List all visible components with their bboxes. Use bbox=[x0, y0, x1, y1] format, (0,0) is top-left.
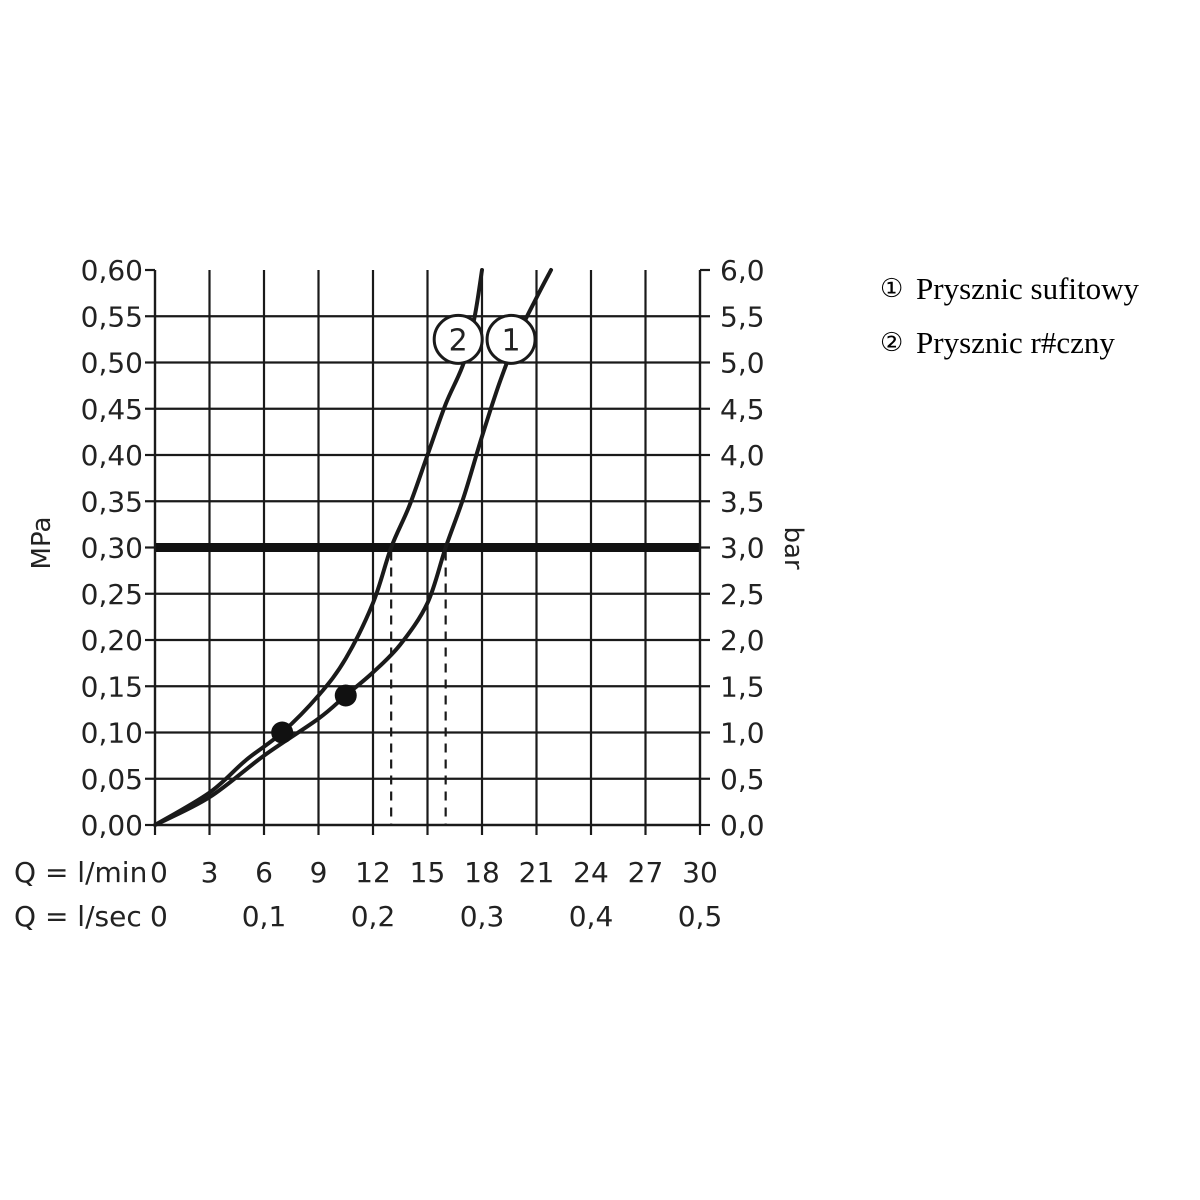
y-axis-left-ticks: 0,00 0,05 0,10 0,15 0,20 0,25 0,30 0,35 0,40 0,45… bbox=[81, 254, 155, 842]
legend-item: ① Prysznic sufitowy bbox=[880, 262, 1139, 316]
x-axis-lsec-ticks: 0 0,1 0,2 0,3 0,4 0,5 bbox=[150, 900, 722, 933]
legend-item-label: Prysznic r#czny bbox=[916, 325, 1115, 360]
x-tick-label-lsec: 0,1 bbox=[242, 900, 287, 933]
y-tick-label-bar: 1,0 bbox=[720, 717, 765, 750]
operating-point-1 bbox=[334, 684, 357, 707]
y-tick-label-bar: 0,0 bbox=[720, 809, 765, 842]
y-tick-label-mpa: 0,45 bbox=[81, 393, 143, 426]
y-tick-label-mpa: 0,15 bbox=[81, 670, 143, 703]
y-tick-label-mpa: 0,30 bbox=[81, 532, 143, 565]
y-tick-label-mpa: 0,05 bbox=[81, 763, 143, 796]
y-tick-label-bar: 4,5 bbox=[720, 393, 765, 426]
y-tick-label-bar: 2,5 bbox=[720, 578, 765, 611]
x-axis-lmin-ticks: 0 3 6 9 12 15 18 21 24 27 30 bbox=[150, 825, 718, 889]
x-tick-label-lmin: 27 bbox=[628, 856, 664, 889]
x-tick-label-lmin: 0 bbox=[150, 856, 168, 889]
y-tick-label-mpa: 0,00 bbox=[81, 809, 143, 842]
x-tick-label-lmin: 9 bbox=[310, 856, 328, 889]
series-markers: 12 bbox=[432, 313, 537, 365]
series-marker-circle-1 bbox=[485, 313, 537, 365]
y-tick-label-mpa: 0,40 bbox=[81, 439, 143, 472]
y-tick-label-mpa: 0,55 bbox=[81, 300, 143, 333]
y-tick-label-bar: 4,0 bbox=[720, 439, 765, 472]
x-tick-label-lsec: 0,4 bbox=[569, 900, 614, 933]
circled-two-icon: ② bbox=[880, 328, 904, 358]
flow-dashed-lines bbox=[390, 551, 447, 825]
x-tick-label-lmin: 12 bbox=[355, 856, 391, 889]
y-tick-label-mpa: 0,60 bbox=[81, 254, 143, 287]
series-line-2 bbox=[153, 268, 484, 827]
y-tick-label-mpa: 0,25 bbox=[81, 578, 143, 611]
y-tick-label-bar: 5,5 bbox=[720, 300, 765, 333]
circled-one-icon: ① bbox=[880, 274, 904, 304]
y-tick-label-mpa: 0,35 bbox=[81, 485, 143, 518]
y-tick-label-mpa: 0,20 bbox=[81, 624, 143, 657]
x-tick-label-lsec: 0,3 bbox=[460, 900, 505, 933]
y-tick-label-bar: 2,0 bbox=[720, 624, 765, 657]
y-tick-label-bar: 0,5 bbox=[720, 763, 765, 796]
x-tick-label-lmin: 24 bbox=[573, 856, 609, 889]
y-tick-label-bar: 6,0 bbox=[720, 254, 765, 287]
legend-item: ② Prysznic r#czny bbox=[880, 316, 1139, 370]
operating-point-2 bbox=[271, 721, 294, 744]
y-axis-left-label: MPa bbox=[27, 517, 57, 570]
y-tick-label-bar: 1,5 bbox=[720, 670, 765, 703]
x-tick-label-lmin: 3 bbox=[201, 856, 219, 889]
x-axis-label-lmin: Q = l/min bbox=[14, 856, 147, 889]
legend-item-label: Prysznic sufitowy bbox=[916, 271, 1140, 306]
x-tick-label-lsec: 0,2 bbox=[351, 900, 396, 933]
y-tick-label-mpa: 0,50 bbox=[81, 347, 143, 380]
x-tick-label-lsec: 0,5 bbox=[678, 900, 723, 933]
x-tick-label-lmin: 18 bbox=[464, 856, 500, 889]
y-axis-right-ticks: 0,0 0,5 1,0 1,5 2,0 2,5 3,0 3,5 4,0 4,5 5,0 5,5 6,0 bbox=[700, 254, 765, 842]
series-marker-label-1: 1 bbox=[502, 323, 521, 358]
y-tick-label-bar: 5,0 bbox=[720, 347, 765, 380]
y-tick-label-mpa: 0,10 bbox=[81, 717, 143, 750]
chart-legend: ① Prysznic sufitowy ② Prysznic r#czny bbox=[880, 262, 1139, 370]
series-marker-circle-2 bbox=[432, 313, 484, 365]
y-tick-label-bar: 3,0 bbox=[720, 532, 765, 565]
y-axis-right-label: bar bbox=[778, 526, 808, 569]
series-marker-label-2: 2 bbox=[449, 323, 468, 358]
x-tick-label-lmin: 15 bbox=[410, 856, 446, 889]
x-axis-label-lsec: Q = l/sec bbox=[14, 900, 142, 933]
x-tick-label-lmin: 21 bbox=[519, 856, 555, 889]
x-tick-label-lmin: 30 bbox=[682, 856, 718, 889]
x-tick-label-lsec: 0 bbox=[150, 900, 168, 933]
y-tick-label-bar: 3,5 bbox=[720, 485, 765, 518]
x-tick-label-lmin: 6 bbox=[255, 856, 273, 889]
